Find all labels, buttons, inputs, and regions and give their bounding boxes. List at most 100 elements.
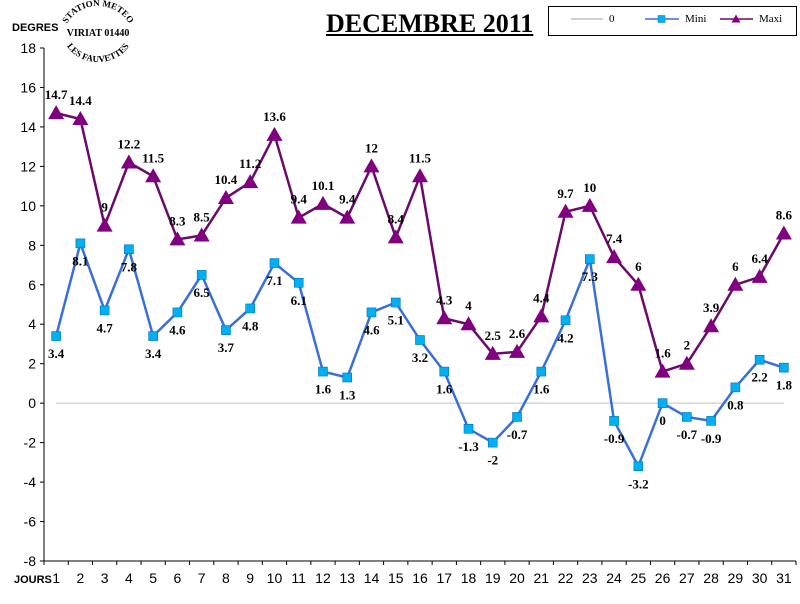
mini-point [245, 303, 255, 314]
x-tick-label: 7 [198, 570, 206, 586]
x-tick-label: 14 [364, 570, 380, 586]
mini-data-label: 4.8 [242, 318, 259, 333]
x-tick-label: 8 [222, 570, 230, 586]
maxi-point [217, 189, 234, 204]
maxi-data-label: 4.3 [436, 292, 453, 307]
maxi-data-label: 11.5 [409, 150, 432, 165]
maxi-point [339, 209, 356, 224]
x-tick-label: 4 [125, 570, 133, 586]
maxi-point [48, 105, 65, 120]
mini-data-label: -0.9 [604, 431, 625, 446]
y-tick-label: 16 [20, 79, 36, 95]
mini-point [293, 277, 304, 288]
x-tick-label: 16 [412, 570, 428, 586]
x-tick-label: 13 [339, 570, 355, 586]
mini-data-label: 3.4 [145, 346, 162, 361]
maxi-point [509, 343, 526, 358]
mini-point [682, 412, 692, 422]
maxi-point [290, 209, 307, 224]
mini-data-label: -3.2 [628, 476, 649, 491]
mini-point [172, 307, 183, 318]
mini-point [706, 416, 716, 426]
maxi-point [412, 168, 428, 183]
maxi-point [96, 217, 113, 232]
mini-data-label: -1.3 [458, 439, 479, 454]
x-tick-label: 1 [52, 570, 60, 586]
mini-data-label: 1.6 [436, 382, 453, 397]
mini-point [609, 416, 619, 426]
y-tick-label: 6 [28, 277, 36, 293]
mini-data-label: 0.8 [727, 397, 744, 412]
x-tick-label: 27 [679, 570, 695, 586]
mini-point [221, 325, 231, 335]
mini-data-label: 1.3 [339, 388, 356, 403]
y-tick-label: -4 [24, 474, 37, 490]
x-tick-label: 6 [174, 570, 182, 586]
maxi-point [169, 231, 186, 246]
mini-point [779, 362, 789, 373]
maxi-point [193, 227, 210, 242]
mini-point [99, 305, 110, 316]
maxi-point [751, 268, 768, 283]
maxi-data-label: 6 [732, 259, 739, 274]
maxi-point [72, 111, 89, 126]
mini-point [463, 424, 474, 434]
maxi-data-label: 12 [365, 140, 378, 155]
maxi-point [436, 310, 453, 325]
y-tick-label: -2 [24, 435, 37, 451]
mini-point [415, 335, 425, 345]
mini-data-label: 2.2 [751, 370, 767, 385]
maxi-point [120, 154, 137, 169]
mini-point [342, 372, 353, 383]
x-tick-label: 2 [76, 570, 84, 586]
mini-point [439, 366, 450, 377]
mini-point [366, 307, 377, 318]
maxi-data-label: 8.6 [776, 207, 793, 222]
maxi-data-label: 11.5 [142, 150, 165, 165]
mini-data-label: 7.3 [582, 269, 599, 284]
x-tick-label: 3 [101, 570, 109, 586]
maxi-point [703, 318, 720, 333]
mini-data-label: 7.1 [266, 273, 282, 288]
x-tick-label: 11 [291, 570, 306, 586]
x-tick-label: 26 [655, 570, 671, 586]
y-tick-label: -8 [24, 553, 37, 569]
logo-top-text: STATION METEO [60, 0, 136, 25]
y-axis-label: DEGRES [12, 22, 59, 34]
mini-data-label: 8.1 [72, 253, 88, 268]
maxi-data-label: 4.4 [533, 290, 550, 305]
mini-point [390, 297, 401, 308]
maxi-point [460, 316, 477, 331]
mini-data-label: -2 [487, 453, 498, 468]
mini-point [730, 382, 741, 393]
svg-text:STATION METEO: STATION METEO [60, 0, 136, 25]
maxi-data-label: 9.4 [339, 192, 356, 207]
maxi-point [581, 197, 598, 212]
mini-point [512, 412, 522, 422]
mini-point [633, 461, 644, 472]
mini-point [318, 366, 328, 377]
x-tick-label: 20 [509, 570, 525, 586]
maxi-data-label: 9.7 [557, 186, 574, 201]
maxi-data-label: 8.5 [194, 209, 211, 224]
legend-item-mini: Mini [685, 13, 707, 25]
x-tick-label: 15 [388, 570, 404, 586]
mini-point [148, 331, 158, 341]
maxi-data-label: 3.9 [703, 300, 720, 315]
y-tick-label: 12 [20, 158, 36, 174]
y-tick-label: 18 [20, 40, 36, 56]
x-tick-label: 23 [582, 570, 598, 586]
mini-data-label: 1.6 [533, 382, 550, 397]
mini-point [124, 244, 134, 255]
maxi-data-label: 10.1 [312, 178, 335, 193]
legend-item-maxi: Maxi [759, 13, 783, 25]
mini-point [51, 331, 61, 341]
maxi-point [387, 229, 404, 244]
mini-data-label: 1.8 [776, 378, 793, 393]
mini-data-label: 3.7 [218, 340, 235, 355]
maxi-data-label: 1.6 [654, 346, 671, 361]
mini-data-label: 7.8 [121, 259, 138, 274]
mini-data-label: 3.4 [48, 346, 65, 361]
x-tick-label: 30 [752, 570, 768, 586]
station-logo: STATION METEO VIRIAT 01440 LES FAUVETTES [50, 0, 146, 66]
